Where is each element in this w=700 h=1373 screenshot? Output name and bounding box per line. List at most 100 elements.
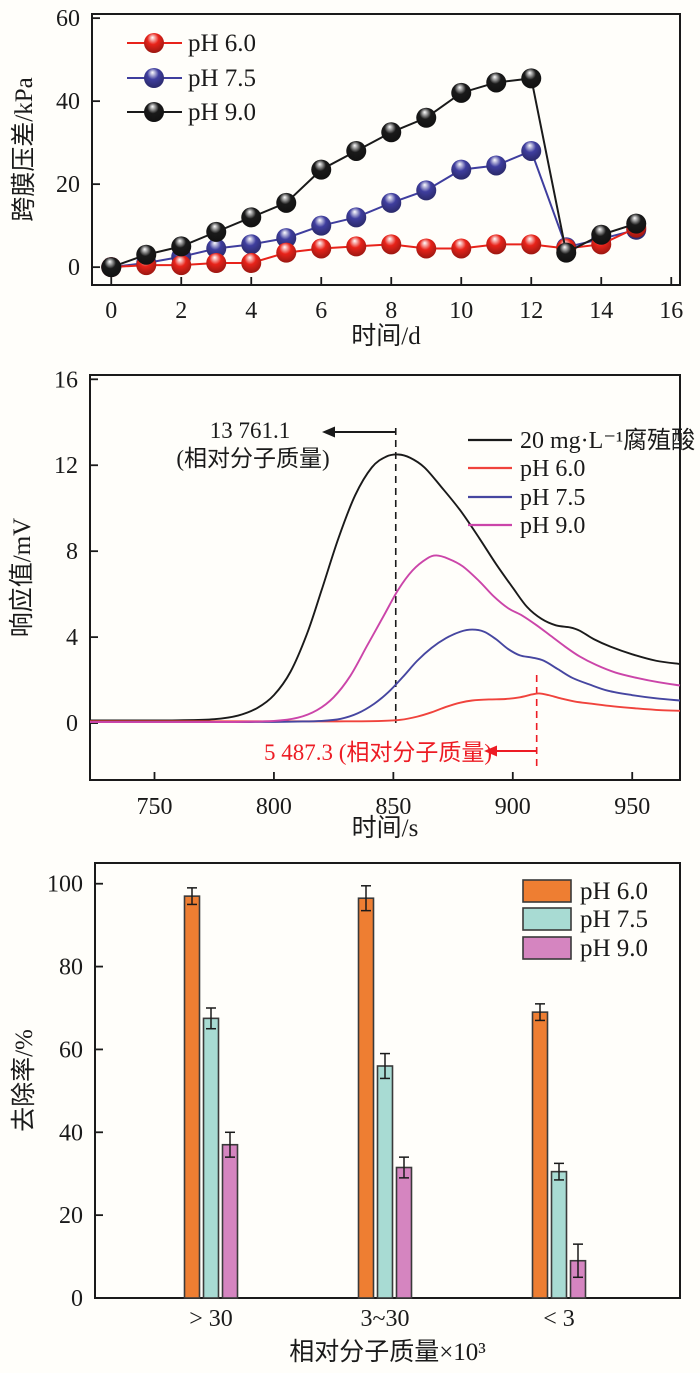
data-point-pH 9.0 — [311, 159, 332, 180]
x-axis-label: 时间/s — [352, 814, 419, 840]
data-point-pH 9.0 — [451, 82, 472, 103]
data-point-pH 6.0 — [241, 253, 262, 274]
removal-rate-svg: 0 20 40 60 80 100 相对分子质量×10³ 去除率/% > 30 3~30 < 3 pH… — [10, 862, 681, 1366]
legend-swatch-pH 7.5 — [522, 907, 572, 931]
data-point-pH 9.0 — [171, 236, 192, 257]
legend-label-pH 6.0: pH 6.0 — [188, 30, 256, 57]
data-point-pH 6.0 — [346, 236, 367, 257]
axes: 0 20 40 60 80 100 相对分子质量×10³ 去除率/% — [10, 862, 681, 1366]
annotations: 13 761.1 (相对分子质量) 5 487.3 (相对分子质量) — [176, 418, 537, 765]
data-point-pH 7.5 — [206, 238, 227, 259]
x-tick-label: 16 — [659, 298, 683, 324]
data-point-pH 7.5 — [311, 215, 332, 236]
data-point-pH 7.5 — [521, 140, 542, 161]
data-point-pH 9.0 — [346, 140, 367, 161]
legend-label-pH 9.0: pH 9.0 — [188, 99, 256, 126]
chart-removal-rate: 0 20 40 60 80 100 相对分子质量×10³ 去除率/% > 30 3~30 < 3 pH… — [0, 840, 700, 1373]
data-point-pH 7.5 — [241, 234, 262, 255]
x-tick-label: 8 — [385, 298, 397, 324]
data-point-pH 6.0 — [171, 255, 192, 276]
data-point-pH 6.0 — [381, 234, 402, 255]
y-tick-label: 12 — [54, 453, 78, 479]
legend: pH 6.0pH 7.5pH 9.0 — [522, 878, 648, 962]
data-point-pH 7.5 — [276, 228, 297, 249]
data-point-pH 6.0 — [276, 242, 297, 263]
series-curve-pH 7.5 — [89, 628, 681, 723]
chart-gpc-response: 0 4 8 12 16 750 800 850 900 950 时间/s 响应值/mV 20 mg·L⁻… — [0, 350, 700, 840]
axes: 0 4 8 12 16 750 800 850 900 950 时间/s 响应值/mV — [8, 367, 681, 840]
legend-label-pH 9.0: pH 9.0 — [520, 513, 585, 539]
legend-label-pH 7.5: pH 7.5 — [188, 65, 256, 92]
legend-label-pH 6.0: pH 6.0 — [580, 878, 648, 905]
y-tick-label: 20 — [59, 1203, 83, 1229]
x-tick-label: 6 — [315, 298, 327, 324]
x-tick-label: 14 — [589, 298, 613, 324]
data-point-pH 6.0 — [206, 253, 227, 274]
series-curve-pH 6.0 — [90, 692, 681, 723]
data-point-pH 7.5 — [346, 207, 367, 228]
x-tick-label: 2 — [175, 298, 187, 324]
y-tick-label: 40 — [59, 1120, 83, 1146]
x-tick-label: 12 — [519, 298, 543, 324]
y-tick-label: 16 — [54, 367, 78, 393]
legend-swatch-pH 6.0 — [522, 879, 572, 903]
data-point-pH 9.0 — [486, 72, 507, 93]
annotation-arrow-head — [322, 426, 335, 438]
y-axis-label: 去除率/% — [10, 1029, 38, 1132]
y-tick-label: 4 — [66, 625, 78, 651]
y-tick-label: 80 — [59, 955, 83, 981]
bar-pH 9.0-3~30 — [395, 1166, 413, 1299]
data-point-pH 7.5 — [486, 155, 507, 176]
category-label-> 30: > 30 — [189, 1306, 233, 1332]
y-tick-label: 40 — [56, 89, 80, 115]
annotation-mw-13761: 13 761.1 — [210, 418, 291, 443]
bar-pH 9.0-> 30 — [221, 1143, 239, 1299]
data-point-pH 6.0 — [451, 238, 472, 259]
x-axis-label: 时间/d — [351, 322, 421, 350]
y-tick-label: 8 — [66, 539, 78, 565]
bar-pH 6.0-> 30 — [183, 895, 201, 1299]
legend-label-pH 6.0: pH 6.0 — [520, 456, 585, 482]
annotation-mw-5487: 5 487.3 (相对分子质量) — [264, 740, 492, 765]
plot-border — [91, 13, 681, 286]
chart-transmembrane-pressure: 0 20 40 60 0 2 4 6 8 10 12 14 16 时间/d 跨膜压差/kPa pH 6.0 pH… — [0, 0, 700, 350]
y-tick-label: 100 — [47, 872, 83, 898]
bar-pH 6.0-3~30 — [357, 897, 375, 1299]
y-tick-label: 0 — [68, 255, 80, 281]
x-tick-label: 750 — [136, 794, 172, 820]
annotation-arrow-head — [484, 745, 497, 757]
series-line-pH 7.5 — [111, 149, 637, 269]
plot-border — [89, 374, 681, 781]
legend-swatch-pH 9.0 — [522, 936, 572, 960]
category-label-< 3: < 3 — [543, 1306, 575, 1332]
data-point-pH 9.0 — [556, 242, 577, 263]
series-line-pH 9.0 — [110, 77, 637, 269]
y-axis-label: 跨膜压差/kPa — [10, 77, 38, 221]
bar-pH 7.5-> 30 — [202, 1017, 220, 1299]
legend-label-20 mg·L⁻¹腐殖酸: 20 mg·L⁻¹腐殖酸 — [520, 427, 695, 454]
series-line-pH 6.0 — [111, 226, 637, 269]
data-point-pH 9.0 — [276, 192, 297, 213]
data-point-pH 7.5 — [381, 192, 402, 213]
x-axis-label: 相对分子质量×10³ — [289, 1338, 486, 1366]
legend-label-pH 7.5: pH 7.5 — [520, 485, 585, 511]
axes: 0 20 40 60 0 2 4 6 8 10 12 14 16 时间/d 跨膜压差/kPa — [10, 6, 683, 350]
x-tick-label: 950 — [614, 794, 650, 820]
series-curve-pH 9.0 — [89, 554, 681, 724]
data-point-pH 6.0 — [311, 238, 332, 259]
x-tick-label: 4 — [245, 298, 257, 324]
data-point-pH 9.0 — [101, 257, 122, 278]
data-point-pH 7.5 — [416, 180, 437, 201]
data-point-pH 9.0 — [521, 68, 542, 89]
data-point-pH 6.0 — [416, 238, 437, 259]
y-tick-label: 60 — [56, 6, 80, 32]
x-tick-label: 900 — [495, 794, 531, 820]
data-point-pH 9.0 — [206, 221, 227, 242]
data-point-pH 9.0 — [136, 244, 157, 265]
x-tick-label: 10 — [449, 298, 473, 324]
legend-label-pH 7.5: pH 7.5 — [580, 906, 648, 933]
y-tick-label: 20 — [56, 172, 80, 198]
legend-marker-pH 6.0 — [144, 33, 164, 53]
